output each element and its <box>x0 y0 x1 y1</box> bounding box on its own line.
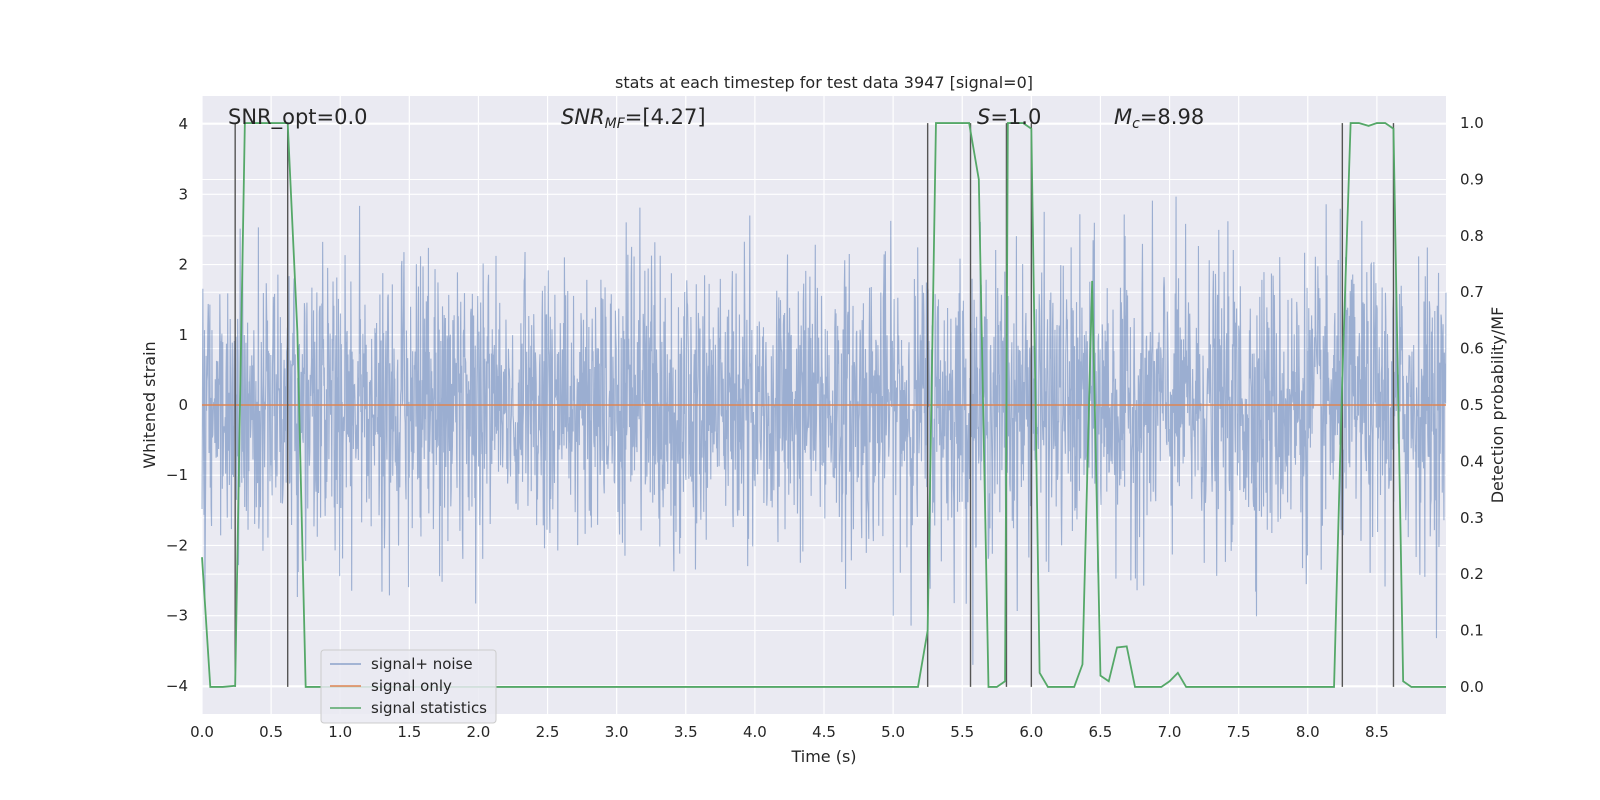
y2-tick-label-6: 0.4 <box>1460 452 1484 470</box>
y-tick-label-6: −2 <box>166 536 188 554</box>
signal-statistics-line <box>201 122 1446 688</box>
x-tick-label-14: 7.0 <box>1158 723 1182 741</box>
legend-label-noise: signal+ noise <box>371 655 473 673</box>
annotation-s: S=1.0 <box>977 105 1041 129</box>
y-axis-label: Whitened strain <box>140 341 159 468</box>
x-tick-label-0: 0.0 <box>190 723 214 741</box>
y2-tick-label-9: 0.1 <box>1460 622 1484 640</box>
y-tick-labels: 4 3 2 1 0 −1 −2 −3 −4 <box>166 115 188 695</box>
x-tick-label-2: 1.0 <box>328 723 352 741</box>
y2-tick-label-2: 0.8 <box>1460 227 1484 245</box>
x-tick-label-5: 2.5 <box>536 723 560 741</box>
x-tick-label-11: 5.5 <box>950 723 974 741</box>
legend-label-statistics: signal statistics <box>371 699 487 717</box>
y2-tick-label-1: 0.9 <box>1460 170 1484 188</box>
signal-statistics-series <box>201 122 1446 688</box>
y2-tick-label-8: 0.2 <box>1460 565 1484 583</box>
y2-tick-label-7: 0.3 <box>1460 509 1484 527</box>
y-tick-label-3: 1 <box>178 326 188 344</box>
legend-label-signal-only: signal only <box>371 677 452 695</box>
noise-series <box>201 196 1447 665</box>
x-tick-label-6: 3.0 <box>605 723 629 741</box>
x-tick-label-1: 0.5 <box>259 723 283 741</box>
x-tick-label-7: 3.5 <box>674 723 698 741</box>
x-tick-label-16: 8.0 <box>1296 723 1320 741</box>
y-tick-label-5: −1 <box>166 466 188 484</box>
x-tick-label-12: 6.0 <box>1019 723 1043 741</box>
legend-box <box>320 649 497 724</box>
x-tick-label-13: 6.5 <box>1089 723 1113 741</box>
y2-tick-label-5: 0.5 <box>1460 396 1484 414</box>
x-tick-labels: 0.0 0.5 1.0 1.5 2.0 2.5 3.0 3.5 4.0 4.5 5.0 5.5 6.0 6… <box>190 723 1389 741</box>
y-tick-label-7: −3 <box>166 607 188 625</box>
y-tick-label-2: 2 <box>178 256 188 274</box>
legend: signal+ noise signal only signal statist… <box>320 649 497 724</box>
annotation-snr-mf: SNRMF=[4.27] <box>561 105 706 132</box>
y2-tick-label-0: 1.0 <box>1460 114 1484 132</box>
x-tick-label-17: 8.5 <box>1365 723 1389 741</box>
x-axis-label: Time (s) <box>790 747 856 766</box>
y-tick-label-1: 3 <box>178 185 188 203</box>
y2-tick-label-3: 0.7 <box>1460 283 1484 301</box>
y2-tick-label-4: 0.6 <box>1460 340 1484 358</box>
x-tick-label-3: 1.5 <box>397 723 421 741</box>
noise-line <box>201 196 1447 665</box>
x-tick-label-9: 4.5 <box>812 723 836 741</box>
y2-tick-label-10: 0.0 <box>1460 678 1484 696</box>
y-tick-label-8: −4 <box>166 677 188 695</box>
annotation-mc: Mc=8.98 <box>1114 105 1204 132</box>
x-tick-label-8: 4.0 <box>743 723 767 741</box>
y-tick-label-4: 0 <box>178 396 188 414</box>
annotation-snr-opt: SNR_opt=0.0 <box>228 105 368 130</box>
chart-title: stats at each timestep for test data 394… <box>615 73 1033 92</box>
x-tick-label-4: 2.0 <box>467 723 491 741</box>
y2-tick-labels: 1.0 0.9 0.8 0.7 0.6 0.5 0.4 0.3 0.2 0.1 0.0 <box>1460 114 1484 696</box>
y2-axis-label: Detection probability/MF <box>1488 307 1507 504</box>
x-tick-label-15: 7.5 <box>1227 723 1251 741</box>
y-tick-label-0: 4 <box>178 115 188 133</box>
x-tick-label-10: 5.0 <box>881 723 905 741</box>
